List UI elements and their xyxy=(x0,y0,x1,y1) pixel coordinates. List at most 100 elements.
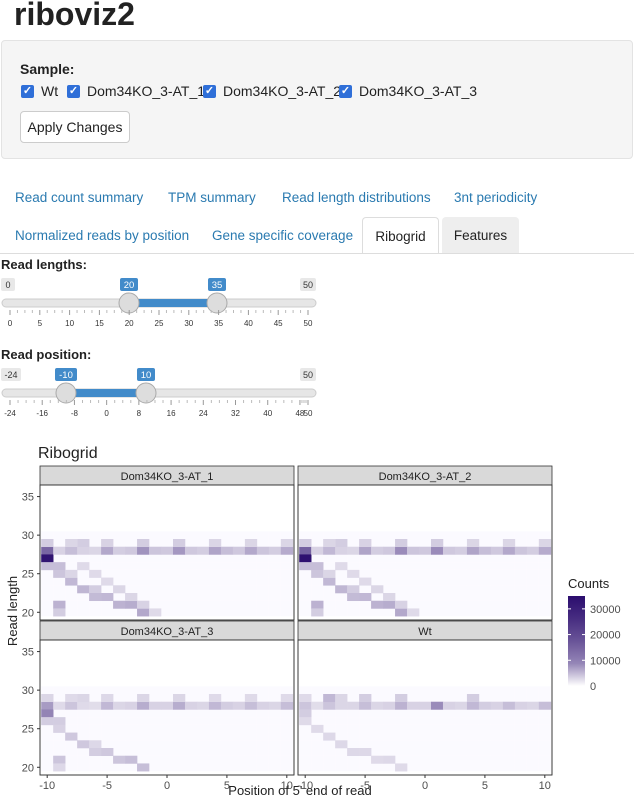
heatmap-cell-background xyxy=(41,593,54,601)
heatmap-cell xyxy=(419,701,432,710)
slider-handle-to[interactable] xyxy=(135,382,157,404)
heatmap-cell-background xyxy=(347,709,360,718)
heatmap-cell-background xyxy=(149,686,162,694)
heatmap-cell xyxy=(196,546,210,555)
slider-from-label: -10 xyxy=(59,370,73,381)
slider-tick-label: -24 xyxy=(4,409,16,418)
heatmap-cell-background xyxy=(383,709,396,718)
heatmap-cell xyxy=(323,546,336,555)
heatmap-cell xyxy=(299,562,312,571)
heatmap-cell xyxy=(65,694,78,703)
read-position-slider[interactable]: -24 50 -10 10 -24 -16 -8 0 8 16 24 32 40 48 50 xyxy=(0,362,330,422)
checkbox-dom34ko-3-at-1[interactable]: ✓ Dom34KO_3-AT_1 xyxy=(67,83,205,99)
heatmap-cell xyxy=(538,539,552,548)
heatmap-cell-background xyxy=(383,562,396,570)
slider-tick-label: 15 xyxy=(95,319,104,328)
tab-read-count-summary[interactable]: Read count summary xyxy=(15,190,144,205)
heatmap-cell-background xyxy=(149,724,162,733)
checkbox-dom34ko-3-at-3[interactable]: ✓ Dom34KO_3-AT_3 xyxy=(339,83,477,99)
y-tick-label: 20 xyxy=(22,762,34,774)
heatmap-cell-background xyxy=(41,755,54,764)
heatmap-cell-background xyxy=(256,748,269,756)
heatmap-cell-background xyxy=(430,554,443,563)
heatmap-cell-background xyxy=(514,732,527,741)
heatmap-cell-background xyxy=(395,577,408,586)
heatmap-cell-background xyxy=(502,577,515,586)
heatmap-cell-background xyxy=(280,593,293,601)
heatmap-cell-background xyxy=(419,717,431,725)
heatmap-cell xyxy=(172,701,186,710)
heatmap-cell-background xyxy=(490,694,503,702)
heatmap-cell-background xyxy=(77,531,90,539)
heatmap-cell-background xyxy=(101,569,114,578)
slider-handle-to[interactable] xyxy=(206,292,228,314)
heatmap-cell-background xyxy=(371,577,384,586)
heatmap-cell-background xyxy=(280,600,293,609)
heatmap-cell-background xyxy=(526,531,539,539)
heatmap-cell-background xyxy=(220,755,233,764)
heatmap-cell-background xyxy=(359,600,372,609)
heatmap-cell xyxy=(395,608,408,617)
heatmap-cell-background xyxy=(526,724,539,733)
heatmap-cell-background xyxy=(244,562,257,570)
heatmap-cell xyxy=(335,701,348,710)
heatmap-cell-background xyxy=(359,732,372,741)
slider-tick-label: 30 xyxy=(184,319,193,328)
heatmap-cell-background xyxy=(490,717,503,725)
heatmap-cell-background xyxy=(419,600,431,609)
tab-read-length-distributions[interactable]: Read length distributions xyxy=(282,190,431,205)
tab-gene-specific-coverage[interactable]: Gene specific coverage xyxy=(212,228,354,243)
heatmap-cell xyxy=(335,539,348,548)
checkmark-icon: ✓ xyxy=(67,84,80,98)
heatmap-cell xyxy=(323,569,336,578)
heatmap-cell-background xyxy=(41,585,54,593)
heatmap-cell xyxy=(395,694,408,703)
heatmap-cell xyxy=(430,701,444,710)
heatmap-cell-background xyxy=(442,694,455,702)
heatmap-cell-background xyxy=(89,709,102,718)
heatmap-cell-background xyxy=(383,608,396,617)
heatmap-cell-background xyxy=(538,531,551,539)
heatmap-cell xyxy=(149,608,162,617)
heatmap-cell-background xyxy=(538,694,551,702)
heatmap-cell xyxy=(323,701,336,710)
heatmap-cell-background xyxy=(101,531,114,539)
heatmap-cell-background xyxy=(335,709,348,718)
tab-3nt-periodicity[interactable]: 3nt periodicity xyxy=(454,190,538,205)
heatmap-cell-background xyxy=(430,763,443,772)
heatmap-cell xyxy=(526,701,540,710)
heatmap-cell-background xyxy=(244,748,257,756)
heatmap-cell-background xyxy=(490,577,503,586)
heatmap-cell xyxy=(244,694,258,703)
heatmap-cell-background xyxy=(256,694,269,702)
slider-tick-label: 48 xyxy=(295,409,304,418)
heatmap-cell-background xyxy=(335,732,348,741)
tab-tpm-summary[interactable]: TPM summary xyxy=(168,190,256,205)
heatmap-cell-background xyxy=(232,593,245,601)
heatmap-cell-background xyxy=(478,709,491,718)
heatmap-cell-background xyxy=(383,577,396,586)
heatmap-cell xyxy=(77,539,90,548)
tab-ribogrid[interactable]: Ribogrid xyxy=(362,217,439,254)
heatmap-cell-background xyxy=(149,593,162,601)
heatmap-cell xyxy=(383,600,396,609)
app-title: riboviz2 xyxy=(14,0,135,32)
heatmap-cell xyxy=(502,546,516,555)
heatmap-cell-background xyxy=(184,740,197,748)
tab-features[interactable]: Features xyxy=(442,217,519,254)
heatmap-cell-background xyxy=(208,562,221,570)
slider-max-label: 50 xyxy=(303,280,313,290)
tab-normalized-reads-by-position[interactable]: Normalized reads by position xyxy=(15,228,190,243)
heatmap-cell-background xyxy=(407,724,420,733)
heatmap-cell-background xyxy=(232,763,245,772)
heatmap-cell-background xyxy=(220,577,233,586)
heatmap-cell-background xyxy=(232,755,245,764)
y-tick-label: 25 xyxy=(22,569,34,581)
checkbox-dom34ko-3-at-2[interactable]: ✓ Dom34KO_3-AT_2 xyxy=(203,83,341,99)
heatmap-cell-background xyxy=(161,569,173,578)
checkbox-wt[interactable]: ✓ Wt xyxy=(21,83,58,99)
apply-changes-button[interactable]: Apply Changes xyxy=(20,111,130,143)
heatmap-cell-background xyxy=(395,755,408,764)
read-lengths-slider[interactable]: 0 50 20 35 0 5 10 15 20 25 30 35 40 45 50 xyxy=(0,272,330,332)
heatmap-cell-background xyxy=(514,608,527,617)
